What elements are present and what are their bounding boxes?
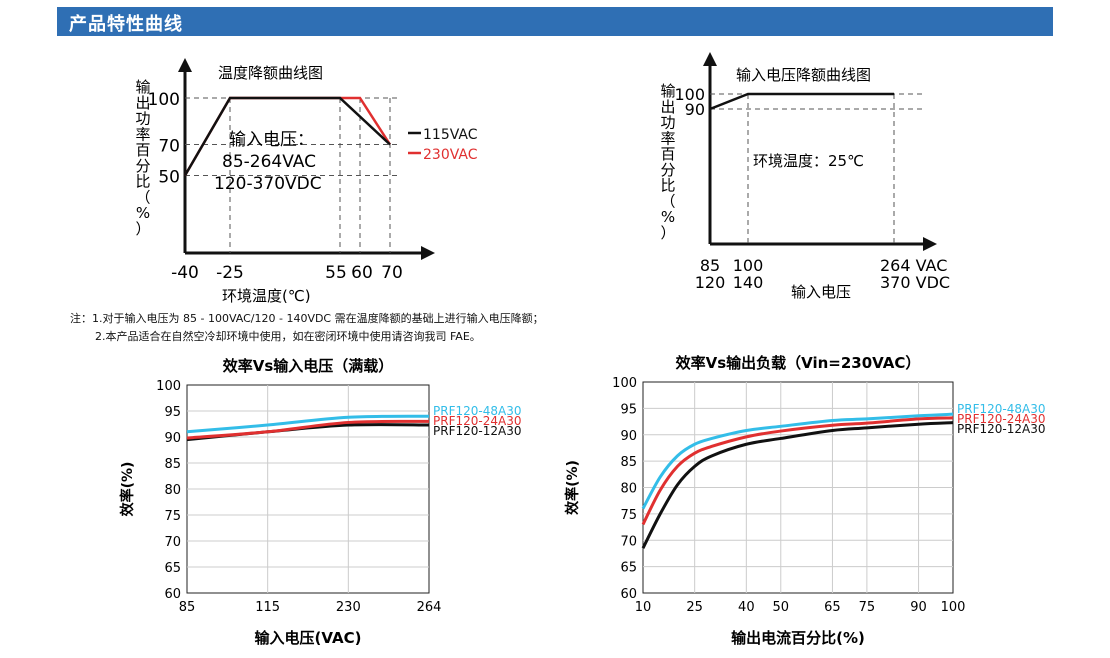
effvin-x-tick-label: 85 [179,600,196,615]
temp-y-tick-label: 50 [158,168,180,188]
effvin-y-tick-label: 85 [164,457,181,472]
effload-x-tick-label: 90 [910,600,927,615]
vin-x-tick-label-bottom: 370 VDC [880,273,950,292]
effvin-x-label: 输入电压(VAC) [255,629,362,647]
vin-y-arrow [703,52,717,66]
temp-x-tick-label: -25 [216,263,244,283]
effload-y-tick-label: 70 [620,534,637,549]
effvin-y-tick-label: 70 [164,535,181,550]
temp-annotation-3: 120-370VDC [214,174,322,194]
effvin-x-tick-label: 264 [417,600,442,615]
effvin-title: 效率Vs输入电压（满载） [223,357,394,375]
temp-chart-title: 温度降额曲线图 [218,64,323,82]
section-title: 产品特性曲线 [69,14,183,35]
effvin-series-PRF120-48A30 [186,414,430,434]
effload-y-tick-label: 85 [620,455,637,470]
vin-x-tick-label-top: 264 VAC [880,256,947,275]
effload-x-tick-label: 25 [686,600,703,615]
effload-x-tick-label: 75 [859,600,876,615]
vin-y-tick-label: 90 [685,100,705,119]
effload-y-tick-label: 95 [620,402,637,417]
effload-x-tick-label: 65 [824,600,841,615]
effvin-x-tick-label: 230 [336,600,361,615]
effvin-y-tick-label: 100 [156,379,181,394]
effload-legend-PRF120-48A30: PRF120-48A30 [957,402,1045,416]
effvin-legend-PRF120-48A30: PRF120-48A30 [433,404,521,418]
effload-y-label: 效率(%) [564,460,581,515]
effvin-y-tick-label: 80 [164,483,181,498]
temp-x-tick-label: 70 [381,263,403,283]
temp-y-arrow [178,58,192,72]
section-header: 产品特性曲线 [57,7,1053,36]
effvin-y-tick-label: 90 [164,431,181,446]
effload-y-tick-label: 90 [620,429,637,444]
effload-y-tick-label: 65 [620,561,637,576]
effvin-y-label: 效率(%) [119,462,136,517]
effload-x-tick-label: 50 [773,600,790,615]
temp-x-label: 环境温度(℃) [222,287,311,305]
notes: 注：1.对于输入电压为 85 - 100VAC/120 - 140VDC 需在温… [70,310,544,346]
vin-x-arrow [923,237,937,251]
effvin-legend-PRF120-24A30: PRF120-24A30 [433,414,521,428]
effload-series-PRF120-12A30 [641,421,954,549]
temp-y-label: 输出功率百分比（%） [135,78,150,238]
effload-legend-PRF120-12A30: PRF120-12A30 [957,422,1045,436]
vin-x-tick-label-bottom: 120 [695,273,726,292]
temp-series-line-115VAC [183,96,391,177]
temp-x-arrow [421,246,435,260]
temp-legend-230: 230VAC [423,147,478,163]
effload-series-PRF120-24A30 [641,416,954,526]
effvin-y-tick-label: 75 [164,509,181,524]
effload-y-tick-label: 80 [620,482,637,497]
temp-annotation-1: 输入电压： [229,130,314,150]
vin-chart-title: 输入电压降额曲线图 [736,66,871,84]
temp-annotation-2: 85-264VAC [222,152,316,172]
temp-y-tick-label: 70 [158,137,180,157]
effload-y-tick-label: 75 [620,508,637,523]
temp-x-tick-label: 60 [351,263,373,283]
effload-x-tick-label: 100 [941,600,966,615]
temp-legend-115: 115VAC [423,127,478,143]
vin-y-tick-label: 100 [674,85,705,104]
vin-y-label: 输出功率百分比（%） [660,82,675,242]
note-2: 2.本产品适合在自然空冷却环境中使用，如在密闭环境中使用请咨询我司 FAE。 [95,330,481,343]
temp-y-tick-label: 100 [148,90,180,110]
effload-x-label: 输出电流百分比(%) [731,629,865,647]
note-1: 注：1.对于输入电压为 85 - 100VAC/120 - 140VDC 需在温… [70,312,544,325]
effload-series-PRF120-48A30 [641,412,954,510]
effvin-x-tick-label: 115 [255,600,280,615]
effload-x-tick-label: 10 [635,600,652,615]
effvin-legend-PRF120-12A30: PRF120-12A30 [433,424,521,438]
effload-y-tick-label: 100 [612,376,637,391]
vin-annotation: 环境温度：25℃ [753,152,864,170]
temp-x-tick-label: -40 [171,263,199,283]
vin-x-tick-label-bottom: 140 [733,273,764,292]
effvin-y-tick-label: 95 [164,405,181,420]
effvin-series-PRF120-24A30 [186,419,430,440]
vin-series-line [709,92,894,111]
effvin-y-tick-label: 60 [164,587,181,602]
effload-legend-PRF120-24A30: PRF120-24A30 [957,412,1045,426]
vin-x-label: 输入电压 [791,283,851,301]
effvin-y-tick-label: 65 [164,561,181,576]
effload-title: 效率Vs输出负载（Vin=230VAC） [676,354,921,372]
vin-x-tick-label-top: 85 [700,256,720,275]
temp-x-tick-label: 55 [325,263,347,283]
effload-y-tick-label: 60 [620,587,637,602]
effload-x-tick-label: 40 [738,600,755,615]
vin-x-tick-label-top: 100 [733,256,764,275]
